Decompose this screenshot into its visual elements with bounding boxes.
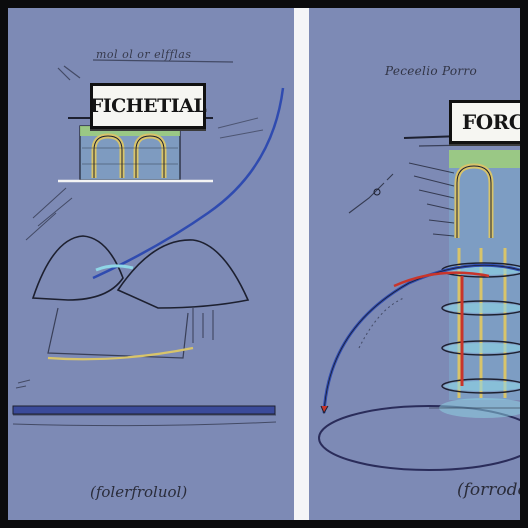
left-header-scribble: mol ol or elfflas — [96, 48, 192, 61]
right-sketch-panel: Peceelio Porro FORCE (forrodo) — [309, 8, 520, 520]
right-header-scribble: Peceelio Porro — [385, 64, 477, 78]
left-caption: (folerfroluol) — [90, 483, 188, 501]
left-sketch-drawing — [12, 59, 285, 427]
panel-divider — [294, 8, 309, 520]
left-sign: FICHETIAL — [90, 83, 207, 129]
right-sign: FORCE — [449, 100, 520, 144]
left-sketch-panel: mol ol or elfflas FICHETIAL (folerfroluo… — [8, 8, 294, 520]
right-caption: (forrodo) — [457, 480, 520, 500]
right-sketch-drawing — [318, 133, 520, 471]
